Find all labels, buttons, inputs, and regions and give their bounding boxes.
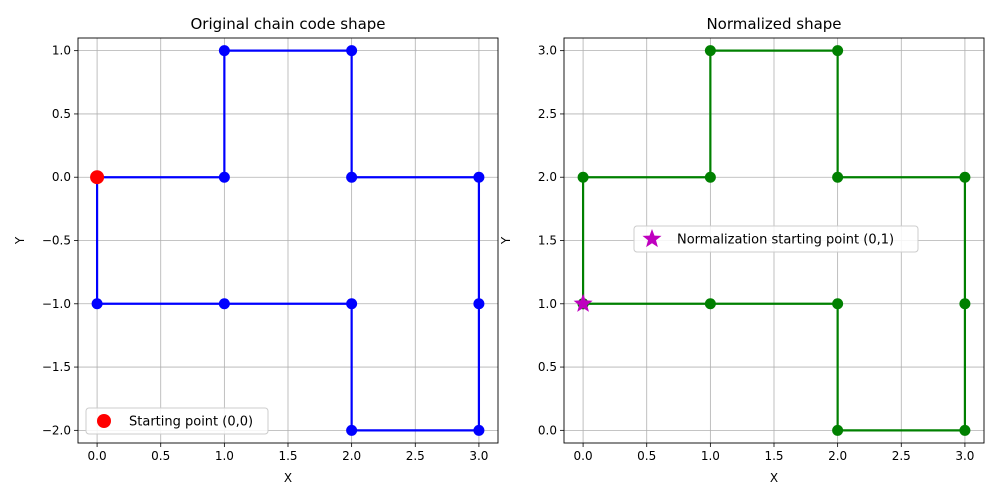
legend-marker bbox=[97, 414, 111, 428]
y-tick-label: −0.5 bbox=[42, 234, 71, 248]
x-tick-label: 0.5 bbox=[637, 449, 656, 463]
data-point bbox=[832, 171, 844, 183]
data-point bbox=[704, 298, 716, 310]
x-axis-label: X bbox=[284, 471, 292, 485]
data-point bbox=[704, 45, 716, 57]
chart-panel-1: 0.0 0.5 1.0 1.5 2.0 2.5 3.0 −2.0 −1.5 −1.0 −0.5 0.0… bbox=[13, 15, 499, 485]
start-point-marker bbox=[90, 170, 105, 185]
data-point bbox=[832, 298, 844, 310]
data-point bbox=[346, 298, 358, 310]
y-tick-label: 3.0 bbox=[538, 44, 557, 58]
y-axis-label: Y bbox=[499, 236, 513, 245]
x-tick-label: 0.0 bbox=[574, 449, 593, 463]
x-tick-label: 0.0 bbox=[88, 449, 107, 463]
data-point bbox=[959, 424, 971, 436]
y-tick-label: −1.0 bbox=[42, 297, 71, 311]
data-point bbox=[832, 45, 844, 57]
chart-title: Original chain code shape bbox=[190, 15, 385, 33]
data-point bbox=[346, 171, 358, 183]
legend: Starting point (0,0) bbox=[85, 407, 269, 435]
x-tick-label: 1.0 bbox=[215, 449, 234, 463]
legend-label: Normalization starting point (0,1) bbox=[677, 233, 894, 248]
y-tick-label: 0.5 bbox=[52, 107, 71, 121]
legend-box bbox=[85, 407, 269, 435]
data-point bbox=[959, 171, 971, 183]
data-point bbox=[91, 298, 103, 310]
y-tick-label: 0.0 bbox=[52, 170, 71, 184]
chart-title: Normalized shape bbox=[706, 15, 841, 33]
y-tick-label: 2.5 bbox=[538, 107, 557, 121]
x-tick-label: 3.0 bbox=[469, 449, 488, 463]
data-point bbox=[473, 298, 485, 310]
x-axis-label: X bbox=[770, 471, 778, 485]
chart-panel-2: 0.0 0.5 1.0 1.5 2.0 2.5 3.0 0.0 0.5 1.0 1.5 2.0 2.5 3… bbox=[499, 15, 985, 485]
y-tick-label: 0.5 bbox=[538, 360, 557, 374]
y-tick-label: 1.0 bbox=[538, 297, 557, 311]
y-tick-label: −1.5 bbox=[42, 360, 71, 374]
y-axis-label: Y bbox=[13, 236, 27, 245]
y-tick-label: −2.0 bbox=[42, 423, 71, 437]
data-point bbox=[473, 424, 485, 436]
x-tick-label: 1.5 bbox=[278, 449, 297, 463]
data-point bbox=[959, 298, 971, 310]
legend: Normalization starting point (0,1) bbox=[633, 225, 919, 253]
data-point bbox=[473, 171, 485, 183]
data-point bbox=[218, 171, 230, 183]
data-point bbox=[832, 424, 844, 436]
x-tick-label: 3.0 bbox=[955, 449, 974, 463]
data-point bbox=[704, 171, 716, 183]
x-tick-label: 2.5 bbox=[892, 449, 911, 463]
data-point bbox=[218, 298, 230, 310]
data-point bbox=[346, 424, 358, 436]
legend-box bbox=[633, 225, 919, 253]
start-point-marker bbox=[573, 293, 593, 312]
y-tick-label: 1.0 bbox=[52, 44, 71, 58]
x-tick-label: 1.5 bbox=[764, 449, 783, 463]
x-tick-label: 1.0 bbox=[701, 449, 720, 463]
legend-marker bbox=[642, 229, 662, 248]
x-tick-label: 2.5 bbox=[406, 449, 425, 463]
legend-label: Starting point (0,0) bbox=[129, 415, 253, 430]
axes-frame bbox=[563, 37, 985, 444]
x-tick-label: 2.0 bbox=[342, 449, 361, 463]
y-tick-label: 0.0 bbox=[538, 423, 557, 437]
x-tick-label: 0.5 bbox=[151, 449, 170, 463]
y-tick-label: 1.5 bbox=[538, 234, 557, 248]
y-tick-label: 2.0 bbox=[538, 170, 557, 184]
data-point bbox=[577, 171, 589, 183]
axes-frame bbox=[77, 37, 499, 444]
data-point bbox=[218, 45, 230, 57]
x-tick-label: 2.0 bbox=[828, 449, 847, 463]
data-point bbox=[346, 45, 358, 57]
